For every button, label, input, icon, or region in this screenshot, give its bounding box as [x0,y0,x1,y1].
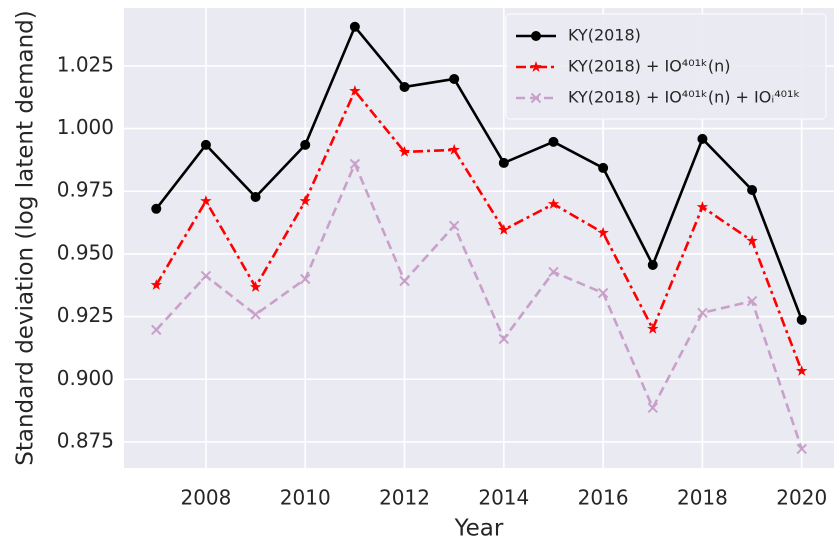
y-tick-label: 0.900 [57,366,114,390]
data-point [449,73,460,84]
data-point [498,333,510,345]
data-point [448,143,460,155]
data-point [300,273,311,285]
x-tick-label: 2012 [379,486,430,510]
legend-box [505,13,827,120]
data-point [349,21,360,32]
data-point [796,314,807,325]
data-point [746,234,758,246]
data-point [250,192,261,203]
data-point [796,443,807,455]
legend-marker [531,31,541,41]
data-point [647,402,658,414]
series-line [155,160,803,450]
data-point [399,81,410,92]
data-point [399,275,410,287]
series-line [155,88,803,372]
data-point [647,259,658,270]
data-point [498,223,510,235]
series-line [155,24,803,321]
x-tick-label: 2020 [776,486,827,510]
x-axis-label: Year [454,516,504,541]
data-point [746,295,758,307]
legend-label: KY(2018) + IO⁴⁰¹ᵏ(n) [568,57,730,76]
y-tick-label: 1.025 [57,52,114,76]
data-point [398,145,411,157]
data-point [597,226,609,238]
data-point [747,184,758,195]
data-point [200,195,212,206]
data-point [150,279,162,290]
data-point [548,266,559,278]
data-point [696,201,709,212]
data-point [200,139,211,150]
data-point [299,195,311,206]
data-point [597,287,609,299]
legend: KY(2018) KY(2018) + IO⁴⁰¹ᵏ(n) KY(2018) + I… [505,13,827,120]
y-axis-label: Standard deviation (log latent demand) [13,10,39,465]
y-tick-label: 0.875 [57,428,114,452]
data-point [349,85,361,96]
data-point [796,365,808,376]
data-point [548,136,559,147]
data-point [200,270,212,282]
data-point [300,139,311,150]
data-point [697,133,708,144]
data-point [547,198,560,209]
legend-label: KY(2018) [568,26,641,45]
data-point [151,324,162,336]
data-point [349,158,361,170]
y-tick-label: 0.950 [57,240,114,264]
data-point [647,322,659,334]
y-tick-label: 0.925 [57,303,114,327]
data-point [598,162,609,173]
x-tick-label: 2016 [578,486,629,510]
y-tick-label: 1.000 [57,115,114,139]
data-point [151,203,162,214]
y-tick-label: 0.975 [57,178,114,202]
legend-marker [530,61,542,72]
data-point [250,309,261,320]
data-point [498,157,509,168]
legend-label: KY(2018) + IO⁴⁰¹ᵏ(n) + IOᵢ⁴⁰¹ᵏ [568,88,800,107]
data-point [448,220,460,232]
data-point [249,281,262,292]
x-tick-label: 2014 [478,486,529,510]
x-tick-label: 2018 [677,486,728,510]
x-tick-label: 2008 [180,486,231,510]
x-tick-label: 2010 [280,486,331,510]
legend-marker [530,92,542,104]
data-point [697,307,708,319]
